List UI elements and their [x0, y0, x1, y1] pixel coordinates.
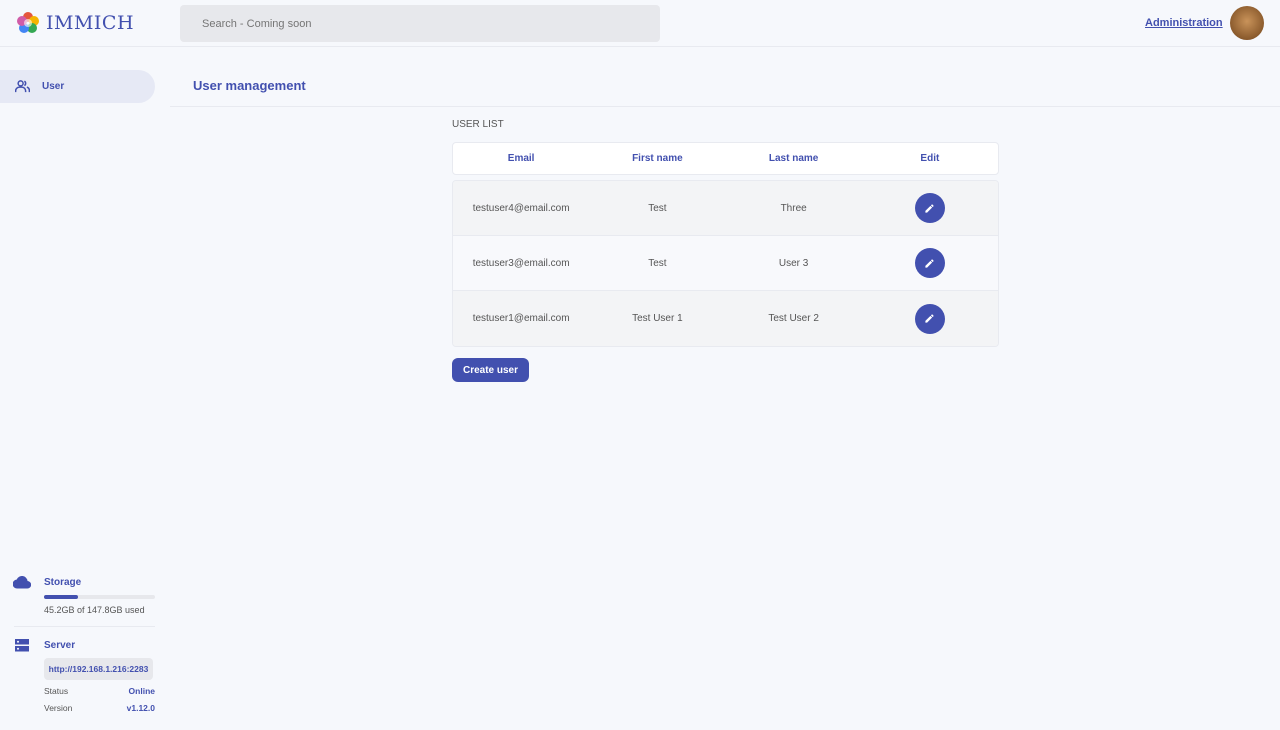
top-bar: IMMICH Administration — [0, 0, 1280, 47]
version-value: v1.12.0 — [126, 703, 155, 713]
edit-user-button[interactable] — [914, 248, 945, 278]
version-label: Version — [44, 703, 73, 713]
avatar[interactable] — [1230, 6, 1264, 40]
edit-user-button[interactable] — [914, 193, 945, 223]
status-label: Status — [44, 686, 69, 696]
server-version: Version v1.12.0 — [44, 703, 155, 713]
column-header-last-name: Last name — [768, 153, 819, 164]
last-name-cell: User 3 — [778, 257, 809, 269]
email-cell: testuser4@email.com — [472, 202, 570, 214]
pencil-icon — [925, 314, 934, 323]
first-name-cell: Test — [648, 202, 667, 214]
table-row: testuser1@email.com Test User 1 Test Use… — [453, 291, 998, 346]
cloud-icon — [13, 576, 31, 589]
section-label: USER LIST — [452, 119, 504, 130]
table-header: Email First name Last name Edit — [452, 142, 999, 175]
first-name-cell: Test — [648, 257, 667, 269]
storage-usage-text: 45.2GB of 147.8GB used — [44, 605, 145, 615]
user-table: testuser4@email.com Test Three testuser3… — [452, 180, 999, 347]
last-name-cell: Test User 2 — [768, 313, 819, 324]
first-name-cell: Test User 1 — [632, 313, 683, 324]
storage-usage-fill — [44, 595, 78, 599]
create-user-button[interactable]: Create user — [452, 358, 529, 382]
logo-text: IMMICH — [46, 12, 135, 34]
column-header-first-name: First name — [632, 153, 683, 164]
server-url: http://192.168.1.216:2283 — [44, 658, 153, 680]
email-cell: testuser3@email.com — [472, 257, 570, 269]
logo[interactable]: IMMICH — [16, 11, 134, 35]
server-title: Server — [44, 640, 76, 651]
divider — [14, 626, 155, 627]
pencil-icon — [925, 258, 934, 268]
search-input[interactable] — [180, 5, 660, 42]
storage-title: Storage — [44, 577, 82, 588]
sidebar-item-user[interactable]: User — [0, 70, 155, 103]
page-title: User management — [193, 78, 306, 93]
edit-user-button[interactable] — [914, 303, 945, 334]
immich-logo-icon — [17, 12, 39, 33]
sidebar-item-label: User — [42, 81, 65, 92]
column-header-email: Email — [507, 153, 535, 164]
users-icon — [15, 80, 30, 93]
table-row: testuser3@email.com Test User 3 — [453, 236, 998, 291]
last-name-cell: Three — [780, 202, 807, 214]
column-header-edit: Edit — [920, 153, 940, 164]
server-icon — [15, 639, 29, 652]
administration-link[interactable]: Administration — [1145, 17, 1223, 29]
pencil-icon — [925, 203, 934, 213]
server-status: Status Online — [44, 686, 155, 696]
email-cell: testuser1@email.com — [472, 313, 570, 324]
table-row: testuser4@email.com Test Three — [453, 181, 998, 236]
storage-usage-bar — [44, 595, 155, 599]
status-value: Online — [128, 686, 155, 696]
divider — [170, 106, 1280, 107]
